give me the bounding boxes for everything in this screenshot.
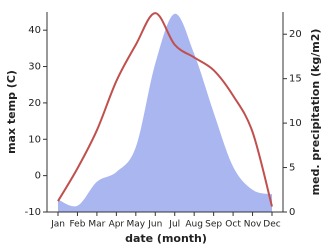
precip-area <box>58 13 272 213</box>
y-tick-label: 10 <box>28 134 41 145</box>
y2-tick-label: 0 <box>289 207 295 218</box>
x-tick-label: Dec <box>263 220 280 230</box>
x-tick-label: Jul <box>168 220 180 230</box>
y-tick-label: -10 <box>25 207 41 218</box>
y2-tick-label: 20 <box>289 29 302 40</box>
x-tick-label: Mar <box>88 220 105 230</box>
y-tick-label: 20 <box>28 98 41 109</box>
temp-line <box>57 12 273 207</box>
x-tick-label: Nov <box>244 220 262 230</box>
x-tick-label: May <box>127 220 146 230</box>
y2-tick-label: 10 <box>289 118 302 129</box>
x-tick-label: Jan <box>50 220 65 230</box>
y-tick-label: 0 <box>35 171 41 182</box>
x-tick-label: Feb <box>69 220 85 230</box>
x-tick-label: Jun <box>147 220 162 230</box>
x-tick-label: Aug <box>185 220 203 230</box>
x-tick-label: Apr <box>109 220 125 230</box>
y2-tick-label: 5 <box>289 163 295 174</box>
y-tick-label: 40 <box>28 25 41 36</box>
x-tick-label: Oct <box>225 220 241 230</box>
y2-tick-label: 15 <box>289 74 302 85</box>
y2-axis-label: med. precipitation (kg/m2) <box>309 29 322 196</box>
x-axis-label: date (month) <box>125 232 207 245</box>
x-tick-label: Sep <box>205 220 222 230</box>
y-axis-label: max temp (C) <box>5 70 18 154</box>
y-tick-label: 30 <box>28 62 41 73</box>
